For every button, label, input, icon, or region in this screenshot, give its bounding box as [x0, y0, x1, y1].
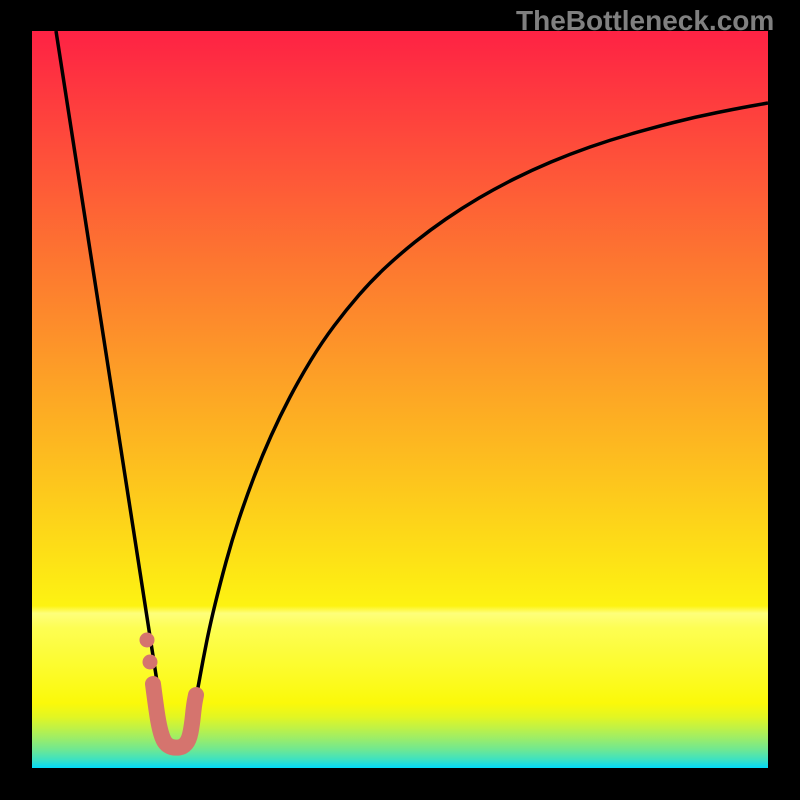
watermark-text: TheBottleneck.com — [516, 5, 774, 37]
marker-dot-1 — [140, 633, 155, 648]
chart-container: TheBottleneck.com — [0, 0, 800, 800]
plot-area — [32, 31, 768, 768]
right-curve — [188, 103, 768, 746]
marker-j-shape — [153, 684, 196, 748]
curve-layer — [32, 31, 768, 768]
marker-dot-2 — [143, 655, 158, 670]
